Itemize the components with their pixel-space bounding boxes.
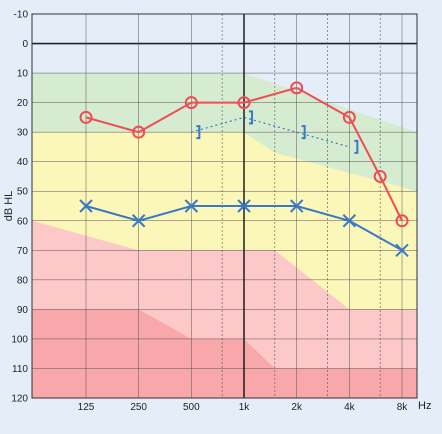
plot-border bbox=[31, 13, 418, 399]
x-tick-label: 250 bbox=[130, 402, 147, 413]
x-marker bbox=[131, 214, 146, 228]
x-marker bbox=[237, 199, 251, 213]
y-axis-label: dB HL bbox=[3, 191, 15, 222]
x-marker bbox=[184, 199, 199, 213]
y-tick-label: -10 bbox=[14, 10, 29, 21]
y-tick-label: 90 bbox=[17, 305, 29, 316]
y-tick-label: 40 bbox=[17, 157, 29, 168]
x-tick-label: 8k bbox=[397, 402, 409, 413]
y-tick-label: 30 bbox=[17, 128, 29, 139]
x-marker bbox=[342, 214, 357, 228]
bracket-marker bbox=[301, 125, 306, 140]
x-tick-label: 125 bbox=[78, 402, 95, 413]
y-tick-label: 110 bbox=[12, 364, 28, 375]
series-2 bbox=[191, 110, 359, 154]
x-marker bbox=[289, 199, 304, 213]
labels: -10 0 10 20 30 40 50 60 70 80 90 100 110 120 125 250 500… bbox=[3, 10, 431, 414]
x-marker bbox=[395, 243, 409, 258]
x-tick-label: 1k bbox=[239, 402, 251, 413]
x-unit-label: Hz bbox=[418, 400, 431, 412]
circle-marker bbox=[79, 110, 93, 124]
x-marker-stroke bbox=[131, 214, 146, 228]
bracket-marker bbox=[354, 139, 359, 154]
x-tick-label: 500 bbox=[183, 402, 200, 413]
bracket-marker bbox=[196, 125, 201, 140]
circle-marker bbox=[373, 169, 387, 183]
series-1 bbox=[79, 199, 409, 258]
x-marker-stroke bbox=[79, 199, 93, 213]
y-tick-label: 120 bbox=[11, 394, 28, 405]
x-marker-stroke bbox=[289, 199, 304, 213]
x-marker-stroke bbox=[184, 199, 199, 213]
series-layer bbox=[79, 81, 409, 258]
circle-marker bbox=[290, 81, 304, 95]
circle-marker bbox=[342, 110, 356, 124]
zone-severe bbox=[32, 309, 417, 398]
x-marker-stroke bbox=[342, 214, 357, 228]
y-tick-label: 10 bbox=[17, 69, 29, 80]
y-tick-label: 60 bbox=[17, 216, 29, 227]
y-tick-label: 80 bbox=[17, 275, 29, 286]
circle-marker bbox=[395, 214, 409, 228]
x-tick-label: 2k bbox=[291, 402, 303, 413]
series-0 bbox=[79, 81, 409, 228]
circle-marker bbox=[184, 96, 198, 110]
y-tick-label: 50 bbox=[17, 187, 29, 198]
series-line bbox=[85, 86, 403, 222]
x-marker-stroke bbox=[395, 243, 409, 258]
y-tick-label: 100 bbox=[11, 334, 28, 345]
y-tick-label: 20 bbox=[17, 98, 29, 109]
x-tick-label: 4k bbox=[344, 402, 356, 413]
y-tick-label: 70 bbox=[17, 246, 29, 257]
bracket-marker bbox=[249, 110, 254, 125]
x-marker bbox=[79, 199, 93, 213]
x-marker-stroke bbox=[237, 199, 251, 213]
series-line bbox=[191, 116, 350, 148]
circle-marker bbox=[237, 96, 251, 110]
circle-marker bbox=[132, 125, 146, 139]
y-tick-label: 0 bbox=[22, 39, 28, 50]
